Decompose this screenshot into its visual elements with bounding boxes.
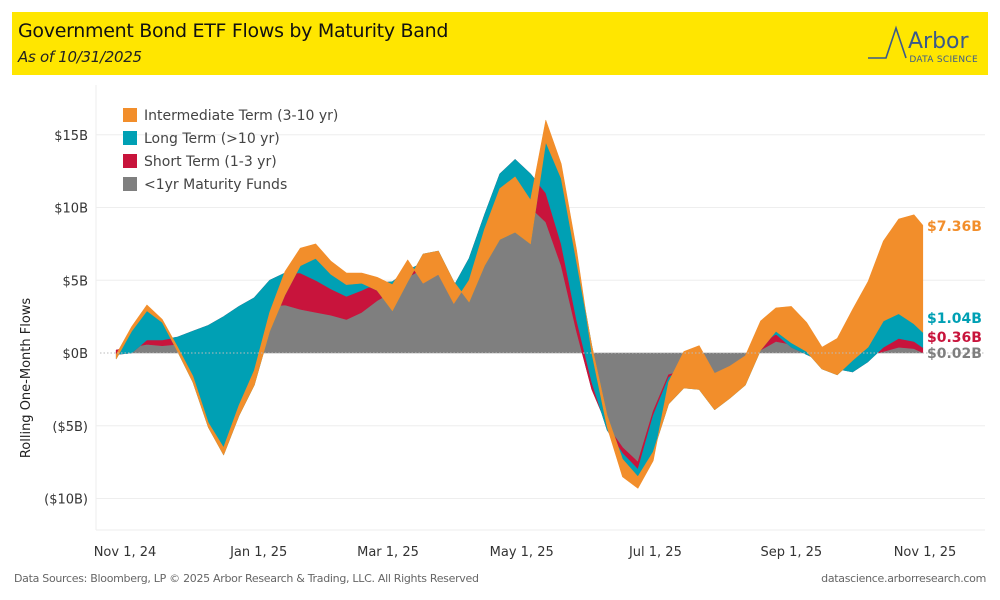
logo-subtext: DATA SCIENCE (909, 55, 978, 65)
x-tick-label: Jul 1, 25 (628, 545, 682, 560)
y-tick-label: ($10B) (44, 493, 88, 508)
legend-label: Short Term (1-3 yr) (144, 154, 277, 170)
x-tick-label: May 1, 25 (490, 545, 554, 560)
legend-label: <1yr Maturity Funds (144, 177, 287, 193)
end-value-label: $1.04B (927, 311, 982, 327)
series-areas (115, 119, 924, 489)
website-link[interactable]: datascience.arborresearch.com (821, 572, 986, 585)
y-axis: $15B $10B $5B $0B ($5B) ($10B) (44, 129, 88, 508)
x-tick-label: Jan 1, 25 (229, 545, 287, 560)
arbor-logo-icon: Arbor (868, 25, 970, 59)
y-tick-label: $0B (63, 347, 88, 362)
x-tick-label: Nov 1, 24 (94, 545, 157, 560)
x-tick-label: Nov 1, 25 (894, 545, 957, 560)
area-intermediate-term-3-10-yr (115, 119, 924, 489)
x-tick-label: Mar 1, 25 (357, 545, 419, 560)
flows-chart: $15B $10B $5B $0B ($5B) ($10B) Nov 1, 24 Jan 1… (19, 85, 985, 560)
end-value-label: $0.02B (927, 346, 982, 362)
logo-text: Arbor (908, 29, 970, 54)
chart-subtitle: As of 10/31/2025 (18, 48, 142, 66)
y-axis-title: Rolling One-Month Flows (19, 298, 34, 459)
y-tick-label: $15B (54, 129, 88, 144)
legend-label: Intermediate Term (3-10 yr) (144, 108, 338, 124)
y-tick-label: $5B (63, 274, 88, 289)
legend: Intermediate Term (3-10 yr) Long Term (>1… (123, 108, 338, 193)
legend-label: Long Term (>10 yr) (144, 131, 280, 147)
y-tick-label: $10B (54, 202, 88, 217)
end-value-label: $7.36B (927, 219, 982, 235)
end-value-label: $0.36B (927, 330, 982, 346)
header-banner: Government Bond ETF Flows by Maturity Ba… (12, 12, 988, 75)
legend-swatch (123, 154, 137, 168)
y-tick-label: ($5B) (52, 420, 88, 435)
data-source-note: Data Sources: Bloomberg, LP © 2025 Arbor… (14, 572, 479, 585)
legend-swatch (123, 177, 137, 191)
chart-title: Government Bond ETF Flows by Maturity Ba… (18, 20, 449, 42)
end-labels: $7.36B $1.04B $0.36B$0.02B (927, 219, 982, 362)
legend-swatch (123, 131, 137, 145)
x-axis: Nov 1, 24 Jan 1, 25 Mar 1, 25 May 1, 25 Jul … (94, 545, 957, 560)
x-tick-label: Sep 1, 25 (760, 545, 822, 560)
legend-swatch (123, 108, 137, 122)
